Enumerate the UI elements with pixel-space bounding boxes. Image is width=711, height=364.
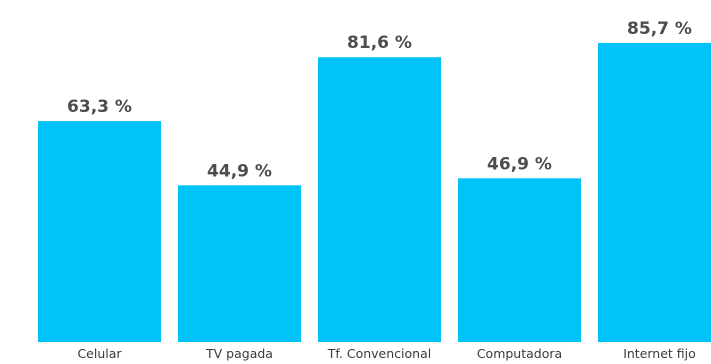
bar-4	[598, 42, 711, 342]
category-label-2: Tf. Convencional	[327, 346, 431, 361]
bar-1	[178, 185, 301, 342]
bar-2	[318, 57, 441, 342]
value-label-1: 44,9 %	[207, 161, 272, 181]
value-labels-group: 63,3 % 44,9 % 81,6 % 46,9 % 85,7 %	[67, 19, 692, 181]
value-label-4: 85,7 %	[627, 19, 692, 39]
category-label-4: Internet fijo	[623, 346, 696, 361]
value-label-0: 63,3 %	[67, 97, 132, 117]
category-label-3: Computadora	[477, 346, 562, 361]
category-label-0: Celular	[77, 346, 122, 361]
value-label-3: 46,9 %	[487, 154, 552, 174]
category-label-1: TV pagada	[205, 346, 273, 361]
value-label-2: 81,6 %	[347, 33, 412, 53]
bar-0	[38, 121, 161, 342]
category-labels-group: Celular TV pagada Tf. Convencional Computad…	[77, 346, 695, 361]
bar-3	[458, 178, 581, 342]
bars-group	[38, 42, 711, 342]
